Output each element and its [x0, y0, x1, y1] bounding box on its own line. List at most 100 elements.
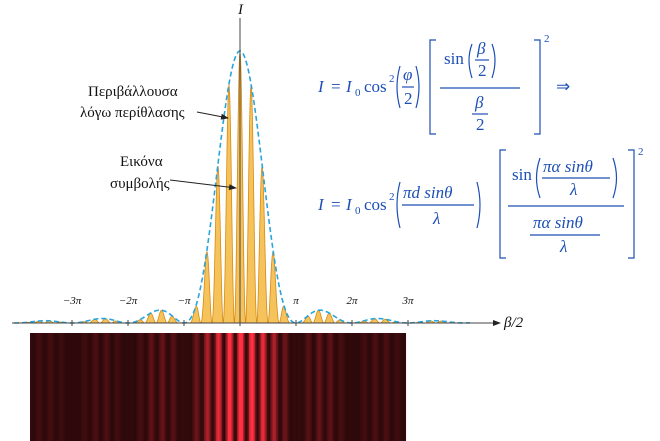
fringe-photo: [30, 333, 407, 441]
annotation: Εικόνα: [120, 154, 163, 170]
fringe: [376, 333, 379, 441]
fringe: [328, 333, 331, 441]
symbol: I: [317, 77, 325, 96]
fringe: [72, 333, 74, 441]
fringe: [103, 333, 106, 441]
fringe: [124, 333, 127, 441]
fringe: [190, 333, 193, 441]
fringe: [211, 333, 214, 441]
fringe: [177, 333, 179, 441]
fringe: [334, 333, 337, 441]
symbol: φ: [403, 65, 412, 84]
x-tick-label: 2π: [346, 295, 358, 307]
symbol: 2: [476, 115, 485, 134]
fringe: [159, 333, 161, 441]
fringe: [339, 333, 341, 441]
fringe: [336, 333, 338, 441]
fringe: [280, 333, 283, 441]
fringe: [289, 333, 292, 441]
fringe: [223, 333, 226, 441]
fringe: [87, 333, 89, 441]
fringe: [255, 333, 257, 441]
fringe: [222, 333, 224, 441]
fringes: [13, 50, 471, 324]
fringe: [310, 333, 313, 441]
fringe: [73, 333, 76, 441]
fringe: [178, 333, 181, 441]
y-axis-label: I: [237, 2, 244, 18]
fringe: [45, 333, 47, 441]
fringe: [393, 333, 395, 441]
fringe: [252, 333, 254, 441]
fringe: [375, 333, 377, 441]
fringe: [199, 333, 202, 441]
fringe: [381, 333, 383, 441]
fringe: [331, 333, 334, 441]
fringe: [307, 333, 310, 441]
fringe: [262, 333, 265, 441]
fringe: [346, 333, 349, 441]
fringe: [184, 333, 187, 441]
symbol: λ: [559, 237, 567, 256]
fringe: [207, 333, 209, 441]
fringe: [171, 333, 173, 441]
fringe: [105, 333, 107, 441]
fringe: [172, 333, 175, 441]
fringe: [388, 333, 391, 441]
fringe: [195, 333, 197, 441]
fringe: [30, 333, 32, 441]
symbol: 2: [389, 191, 395, 203]
fringe: [202, 333, 205, 441]
fringe: [153, 333, 155, 441]
fringe: [259, 333, 262, 441]
symbol: 0: [355, 205, 361, 217]
fringe: [357, 333, 359, 441]
fringe: [39, 333, 41, 441]
fringe: [385, 333, 388, 441]
fringe: [235, 333, 238, 441]
fringe: [292, 333, 295, 441]
fringe: [387, 333, 389, 441]
fringe: [165, 333, 167, 441]
fringe: [33, 333, 35, 441]
fringe: [226, 333, 229, 441]
fringe: [108, 333, 110, 441]
fringe: [244, 333, 247, 441]
fringe: [118, 333, 121, 441]
symbol: πd sinθ: [403, 183, 452, 202]
fringe: [301, 333, 304, 441]
fringe: [237, 333, 239, 441]
fringe: [114, 333, 116, 441]
fringe: [349, 333, 352, 441]
fringe: [366, 333, 368, 441]
fringe: [169, 333, 172, 441]
fringe: [115, 333, 118, 441]
fringe: [196, 333, 199, 441]
fringe: [79, 333, 82, 441]
x-axis-label: β/2: [503, 315, 524, 331]
fringe: [93, 333, 95, 441]
fringe: [264, 333, 266, 441]
fringe: [88, 333, 91, 441]
fringe: [313, 333, 316, 441]
fringe: [351, 333, 353, 441]
fringe: [126, 333, 128, 441]
fringe: [127, 333, 130, 441]
fringe: [91, 333, 94, 441]
symbol: 2: [638, 146, 644, 158]
x-tick-label: −π: [178, 295, 191, 307]
fringe: [321, 333, 323, 441]
symbol: 2: [478, 61, 487, 80]
fringe: [382, 333, 385, 441]
fringe: [247, 333, 250, 441]
annotation: συμβολής: [110, 176, 170, 192]
fringe: [229, 333, 232, 441]
fringe: [261, 333, 263, 441]
fringe: [82, 333, 85, 441]
fringe: [156, 333, 158, 441]
fringe: [352, 333, 355, 441]
symbol: I: [345, 77, 353, 96]
fringe: [60, 333, 62, 441]
fringe: [288, 333, 290, 441]
